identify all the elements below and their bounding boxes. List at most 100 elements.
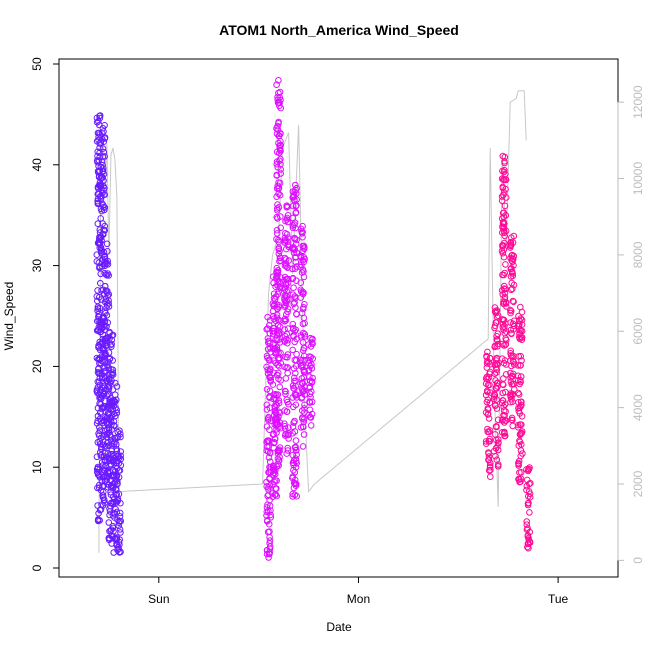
data-point	[498, 355, 506, 363]
data-point	[272, 401, 280, 408]
data-point	[103, 301, 111, 309]
data-point	[499, 381, 507, 388]
data-point	[95, 117, 102, 125]
data-point	[305, 366, 313, 374]
data-point	[113, 508, 121, 516]
data-point	[97, 279, 104, 287]
data-point	[101, 336, 109, 343]
data-point	[509, 380, 517, 388]
data-point	[301, 401, 308, 409]
data-point	[483, 387, 491, 395]
data-point	[94, 439, 102, 446]
data-point	[500, 168, 508, 176]
data-point	[96, 226, 104, 233]
data-point	[501, 159, 508, 167]
data-point	[264, 528, 272, 536]
data-point	[276, 191, 284, 199]
data-point	[116, 526, 124, 533]
data-point	[485, 467, 493, 474]
data-point	[507, 393, 515, 400]
data-point	[117, 452, 124, 460]
data-point	[108, 340, 115, 348]
data-point	[277, 166, 285, 173]
data-point	[500, 375, 507, 382]
data-point	[95, 157, 103, 164]
data-point	[283, 408, 291, 416]
data-point	[106, 334, 113, 342]
data-point	[299, 320, 307, 328]
x-tick-label: Mon	[347, 592, 370, 606]
data-point	[113, 406, 120, 414]
data-point	[518, 316, 526, 324]
data-point	[275, 99, 283, 106]
data-point	[267, 514, 275, 521]
data-point	[93, 119, 101, 126]
data-point	[113, 451, 121, 458]
data-point	[94, 378, 102, 386]
data-point	[502, 371, 510, 378]
data-point	[115, 490, 123, 498]
data-point	[102, 295, 110, 303]
data-point	[292, 480, 300, 488]
points-layer	[93, 77, 534, 561]
data-point	[114, 477, 121, 485]
data-point	[518, 428, 526, 435]
x-tick-label: Tue	[548, 592, 569, 606]
data-point	[281, 273, 289, 281]
data-point	[482, 391, 490, 399]
data-point	[301, 301, 308, 308]
data-point	[499, 429, 506, 436]
data-point	[117, 433, 124, 441]
data-point	[100, 165, 107, 172]
data-point	[306, 353, 313, 360]
data-point	[486, 427, 494, 434]
data-point	[110, 422, 118, 429]
data-point	[498, 247, 506, 255]
data-point	[306, 373, 313, 381]
data-point	[275, 303, 283, 311]
data-point	[94, 517, 102, 525]
data-point	[273, 125, 280, 132]
data-point	[526, 528, 534, 536]
data-point	[266, 548, 274, 556]
data-point	[266, 449, 274, 456]
data-point	[289, 320, 297, 328]
data-point	[281, 420, 288, 428]
data-point	[270, 315, 278, 323]
data-point	[301, 368, 309, 375]
data-point	[500, 176, 507, 183]
data-point	[491, 322, 499, 330]
data-point	[94, 220, 102, 227]
data-point	[516, 327, 523, 334]
data-point	[100, 148, 108, 156]
data-point	[487, 473, 494, 481]
chart-title: ATOM1 North_America Wind_Speed	[219, 22, 459, 38]
data-point	[508, 268, 516, 275]
data-point	[96, 304, 104, 312]
data-point	[526, 490, 534, 498]
data-point	[100, 138, 108, 145]
data-point	[492, 377, 499, 384]
data-point	[494, 337, 501, 344]
data-point	[99, 145, 107, 152]
data-point	[507, 326, 515, 334]
data-point	[502, 340, 510, 348]
data-point	[502, 300, 510, 307]
data-point	[274, 361, 282, 369]
data-point	[282, 262, 290, 270]
data-point	[283, 202, 291, 209]
data-point	[515, 312, 522, 320]
data-point	[281, 432, 289, 439]
data-point	[101, 339, 109, 347]
data-point	[298, 385, 306, 392]
data-point	[273, 160, 281, 168]
data-point	[300, 253, 308, 261]
altitude-layer	[98, 90, 527, 553]
data-point	[517, 377, 524, 384]
data-point	[298, 394, 306, 401]
data-point	[99, 230, 107, 238]
data-point	[499, 229, 506, 236]
data-point	[275, 462, 283, 469]
data-point	[100, 187, 107, 194]
